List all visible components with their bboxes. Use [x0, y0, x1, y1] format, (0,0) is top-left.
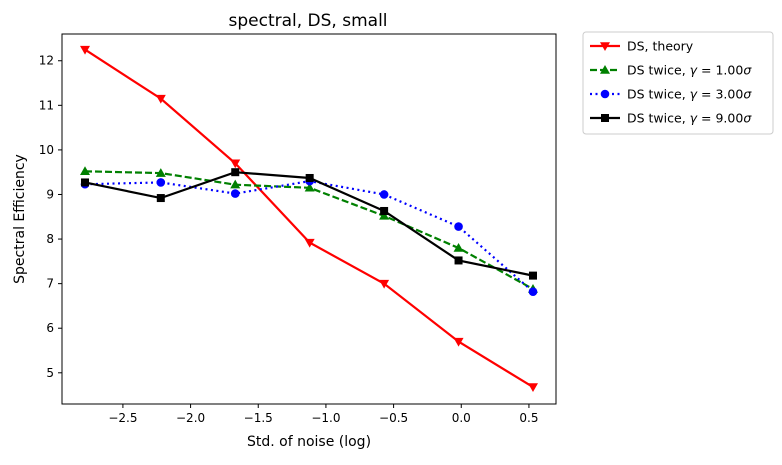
- data-point: [80, 166, 91, 176]
- data-point: [528, 287, 538, 296]
- legend-marker: [601, 114, 609, 122]
- y-tick-label: 8: [46, 232, 54, 246]
- data-point: [230, 179, 241, 189]
- data-point: [80, 45, 91, 55]
- legend-item: DS twice, γ = 1.00σ: [590, 63, 752, 78]
- series-2: [80, 166, 538, 293]
- data-point: [453, 242, 464, 252]
- data-point: [527, 383, 538, 393]
- legend: DS, theory DS twice, γ = 1.00σ DS twice, γ…: [582, 31, 774, 135]
- plot-area: [80, 45, 538, 393]
- data-point: [379, 279, 390, 289]
- data-point: [304, 182, 315, 192]
- y-tick-label: 11: [39, 98, 54, 112]
- legend-label: DS twice, γ = 3.00σ: [627, 87, 752, 102]
- x-tick-label: −2.5: [108, 411, 137, 425]
- x-tick-label: −1.0: [311, 411, 340, 425]
- y-tick-label: 9: [46, 187, 54, 201]
- x-tick-label: −2.0: [176, 411, 205, 425]
- data-point: [528, 271, 537, 280]
- series-4: [81, 168, 537, 280]
- series-1: [80, 45, 538, 393]
- x-tick-label: −1.5: [244, 411, 273, 425]
- data-point: [454, 256, 463, 265]
- y-tick-label: 6: [46, 321, 54, 335]
- x-axis: −2.5 −2.0 −1.5 −1.0 −0.5 0.0 0.5: [108, 404, 538, 425]
- legend-marker: [600, 42, 610, 51]
- legend-label: DS, theory: [627, 39, 694, 54]
- legend-box: [582, 31, 774, 135]
- data-point: [156, 178, 166, 187]
- legend-item: DS twice, γ = 3.00σ: [590, 87, 752, 102]
- legend-label: DS twice, γ = 9.00σ: [627, 111, 752, 126]
- x-tick-label: −0.5: [379, 411, 408, 425]
- chart-title: spectral, DS, small: [228, 11, 387, 31]
- legend-marker: [600, 65, 610, 74]
- data-point: [230, 159, 241, 169]
- data-point: [231, 168, 240, 177]
- x-tick-label: 0.0: [452, 411, 471, 425]
- data-point: [156, 194, 165, 203]
- data-point: [155, 168, 166, 177]
- x-tick-label: 0.5: [519, 411, 538, 425]
- data-point: [379, 190, 389, 199]
- data-point: [380, 206, 389, 215]
- y-tick-label: 7: [46, 277, 54, 291]
- legend-marker: [600, 89, 610, 99]
- data-point: [305, 173, 314, 182]
- y-axis: 5 6 7 8 9 10 11 12: [39, 54, 62, 380]
- data-point: [379, 210, 390, 220]
- data-point: [454, 222, 463, 231]
- axes-frame: [61, 33, 557, 405]
- y-axis-label: Spectral Efficiency: [12, 154, 28, 284]
- legend-label: DS twice, γ = 1.00σ: [627, 63, 752, 78]
- data-point: [230, 189, 240, 198]
- data-point: [81, 178, 90, 187]
- data-point: [304, 238, 315, 248]
- data-point: [453, 337, 464, 347]
- x-axis-label: Std. of noise (log): [247, 434, 371, 450]
- data-point: [155, 94, 166, 104]
- legend-item: DS twice, γ = 9.00σ: [590, 111, 752, 126]
- y-tick-label: 10: [39, 143, 54, 157]
- legend-item: DS, theory: [590, 39, 694, 54]
- y-tick-label: 5: [46, 366, 54, 380]
- y-tick-label: 12: [39, 54, 54, 68]
